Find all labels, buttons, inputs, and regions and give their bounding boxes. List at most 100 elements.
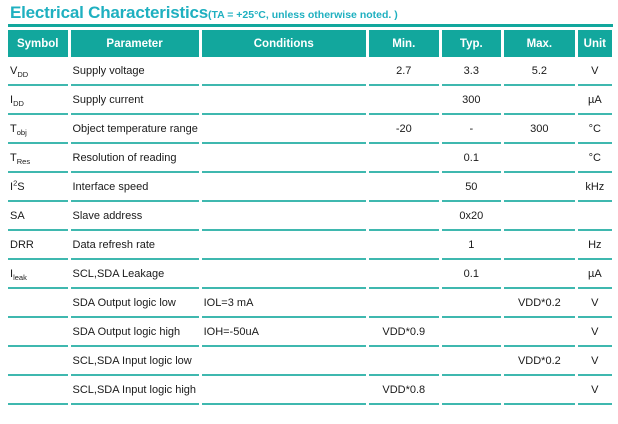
table-row: IDD Supply current 300 µA xyxy=(8,86,612,115)
table-header-row: Symbol Parameter Conditions Min. Typ. Max. Uni… xyxy=(8,30,612,57)
table-row: TRes Resolution of reading 0.1 °C xyxy=(8,144,612,173)
cell-parameter: SCL,SDA Input logic high xyxy=(70,376,199,405)
cell-parameter: Interface speed xyxy=(70,173,199,202)
column-header-unit: Unit xyxy=(577,30,612,57)
cell-conditions xyxy=(201,144,366,173)
symbol-sub: DD xyxy=(17,69,29,79)
cell-max xyxy=(504,86,575,115)
cell-parameter: SDA Output logic low xyxy=(70,289,199,318)
cell-unit: V xyxy=(577,289,612,318)
cell-parameter: Supply current xyxy=(70,86,199,115)
cell-conditions xyxy=(201,86,366,115)
cell-parameter: SDA Output logic high xyxy=(70,318,199,347)
symbol-sub: DD xyxy=(13,98,24,108)
cell-max: VDD*0.2 xyxy=(504,289,575,318)
cell-min xyxy=(368,202,439,231)
cell-symbol: VDD xyxy=(8,57,68,86)
cell-typ: 50 xyxy=(441,173,502,202)
column-header-min: Min. xyxy=(368,30,439,57)
cell-unit: µA xyxy=(577,86,612,115)
cell-unit xyxy=(577,202,612,231)
cell-symbol xyxy=(8,318,68,347)
cell-symbol: Tobj xyxy=(8,115,68,144)
cell-max: 5.2 xyxy=(504,57,575,86)
cell-min xyxy=(368,173,439,202)
cell-max xyxy=(504,202,575,231)
cell-conditions xyxy=(201,173,366,202)
symbol-main: T xyxy=(10,151,17,164)
table-row: SCL,SDA Input logic high VDD*0.8 V xyxy=(8,376,612,405)
cell-unit: Hz xyxy=(577,231,612,260)
cell-unit: V xyxy=(577,376,612,405)
cell-conditions xyxy=(201,202,366,231)
table-row: SDA Output logic high IOH=-50uA VDD*0.9 V xyxy=(8,318,612,347)
cell-min xyxy=(368,231,439,260)
cell-min xyxy=(368,347,439,376)
cell-min: VDD*0.8 xyxy=(368,376,439,405)
cell-unit: V xyxy=(577,318,612,347)
symbol-main: I xyxy=(10,93,14,106)
cell-conditions xyxy=(201,57,366,86)
symbol-sub: Res xyxy=(16,156,31,166)
symbol-main: I xyxy=(10,180,14,193)
cell-unit: kHz xyxy=(577,173,612,202)
electrical-characteristics-table: Symbol Parameter Conditions Min. Typ. Max. Uni… xyxy=(5,30,615,405)
cell-symbol: Ileak xyxy=(8,260,68,289)
cell-min: 2.7 xyxy=(368,57,439,86)
cell-max xyxy=(504,318,575,347)
cell-min xyxy=(368,144,439,173)
cell-conditions: IOL=3 mA xyxy=(201,289,366,318)
cell-min: -20 xyxy=(368,115,439,144)
datasheet-page: Electrical Characteristics(TA = +25°C, u… xyxy=(5,3,615,405)
cell-conditions xyxy=(201,260,366,289)
cell-typ xyxy=(441,347,502,376)
cell-max xyxy=(504,376,575,405)
cell-unit: µA xyxy=(577,260,612,289)
cell-typ: 0x20 xyxy=(441,202,502,231)
cell-min xyxy=(368,86,439,115)
column-header-symbol: Symbol xyxy=(8,30,68,57)
cell-parameter: SCL,SDA Input logic low xyxy=(70,347,199,376)
cell-parameter: Resolution of reading xyxy=(70,144,199,173)
symbol-sub: obj xyxy=(16,127,27,137)
cell-unit: °C xyxy=(577,115,612,144)
cell-parameter: Data refresh rate xyxy=(70,231,199,260)
cell-conditions xyxy=(201,231,366,260)
cell-max: VDD*0.2 xyxy=(504,347,575,376)
symbol-main: T xyxy=(10,122,17,135)
cell-typ: 300 xyxy=(441,86,502,115)
cell-parameter: Supply voltage xyxy=(70,57,199,86)
cell-symbol: DRR xyxy=(8,231,68,260)
column-header-typ: Typ. xyxy=(441,30,502,57)
cell-symbol xyxy=(8,376,68,405)
cell-conditions xyxy=(201,115,366,144)
cell-max xyxy=(504,231,575,260)
cell-typ: 1 xyxy=(441,231,502,260)
cell-typ xyxy=(441,289,502,318)
cell-unit: V xyxy=(577,57,612,86)
cell-symbol xyxy=(8,289,68,318)
cell-conditions xyxy=(201,376,366,405)
table-row: SA Slave address 0x20 xyxy=(8,202,612,231)
symbol-main: V xyxy=(10,64,18,77)
symbol-sup: 2 xyxy=(13,177,18,187)
cell-conditions xyxy=(201,347,366,376)
column-header-parameter: Parameter xyxy=(70,30,199,57)
cell-max xyxy=(504,173,575,202)
cell-typ xyxy=(441,376,502,405)
table-row: SDA Output logic low IOL=3 mA VDD*0.2 V xyxy=(8,289,612,318)
cell-conditions: IOH=-50uA xyxy=(201,318,366,347)
section-title-text: Electrical Characteristics xyxy=(10,3,208,22)
symbol-main: I xyxy=(10,267,14,280)
table-row: I2S Interface speed 50 kHz xyxy=(8,173,612,202)
cell-min xyxy=(368,260,439,289)
symbol-sub: leak xyxy=(13,272,27,282)
cell-max xyxy=(504,260,575,289)
cell-typ: 0.1 xyxy=(441,260,502,289)
cell-symbol: IDD xyxy=(8,86,68,115)
column-header-max: Max. xyxy=(504,30,575,57)
cell-symbol: TRes xyxy=(8,144,68,173)
table-row: Tobj Object temperature range -20-300 °C xyxy=(8,115,612,144)
cell-symbol: I2S xyxy=(8,173,68,202)
cell-min: VDD*0.9 xyxy=(368,318,439,347)
